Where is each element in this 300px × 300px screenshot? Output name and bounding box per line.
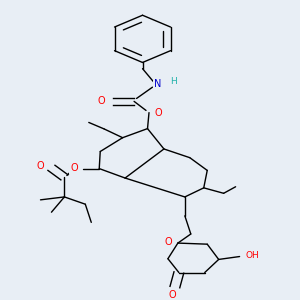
- Text: N: N: [154, 79, 161, 88]
- Text: O: O: [37, 161, 44, 171]
- Text: O: O: [70, 163, 78, 173]
- Text: H: H: [170, 77, 177, 86]
- Text: O: O: [164, 237, 172, 247]
- Text: O: O: [169, 290, 176, 300]
- Text: O: O: [154, 108, 162, 118]
- Text: O: O: [98, 96, 106, 106]
- Text: OH: OH: [245, 251, 259, 260]
